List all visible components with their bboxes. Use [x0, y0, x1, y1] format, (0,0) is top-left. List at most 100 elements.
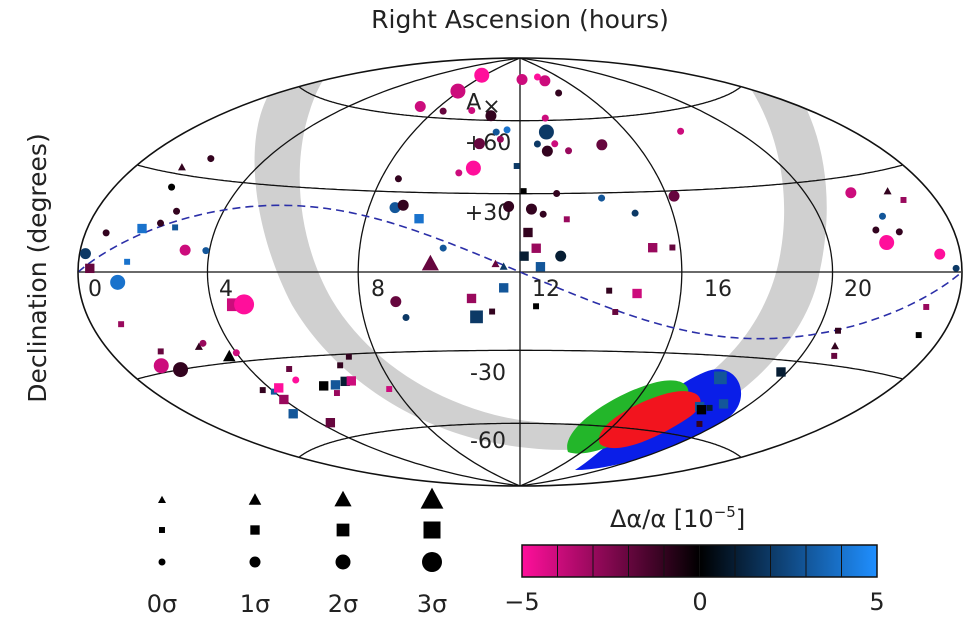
data-point-square [776, 367, 786, 377]
data-point-circle [503, 126, 511, 134]
data-point-triangle [421, 254, 439, 271]
data-point-square [414, 214, 424, 224]
data-point-square [718, 399, 729, 409]
data-point-square [900, 197, 907, 203]
ecliptic-line [78, 204, 962, 340]
legend-square-3 [423, 521, 441, 539]
data-point-square [124, 258, 131, 265]
data-point-circle [845, 187, 857, 199]
data-point-square [563, 216, 570, 223]
data-point-square [831, 352, 838, 359]
data-point-circle [878, 212, 886, 220]
data-point-circle [879, 235, 895, 251]
legend-circle-2 [335, 554, 351, 570]
data-point-circle [503, 200, 515, 212]
legend-sigma-label: 0σ [147, 590, 177, 618]
data-point-circle [533, 73, 541, 81]
data-point-square [274, 383, 284, 393]
data-point-square [85, 263, 95, 274]
colorbar: Δα/α [10−5] −5 0 5 [504, 503, 884, 616]
data-point-circle [202, 247, 210, 255]
dec-tick-label: -30 [470, 361, 506, 386]
data-point-circle [455, 169, 463, 177]
data-point-circle [157, 219, 165, 227]
data-point-circle [555, 89, 563, 97]
data-point-circle [952, 264, 960, 272]
data-point-square [337, 362, 344, 369]
legend-circle-1 [249, 556, 261, 568]
data-point-triangle [491, 259, 500, 268]
data-point-triangle [194, 342, 203, 350]
ra-gridline [519, 58, 683, 486]
legend-sigma-label: 1σ [240, 590, 270, 618]
data-point-circle [598, 194, 606, 202]
data-point-square [470, 310, 483, 324]
data-point-square [513, 163, 520, 169]
legend-triangle-2 [334, 490, 352, 507]
data-point-square [172, 224, 179, 231]
dec-tick-label: -60 [470, 429, 506, 454]
data-point-circle [102, 229, 110, 237]
data-point-circle [292, 376, 300, 384]
data-point-square [612, 309, 619, 315]
coordinate-grid [79, 58, 961, 486]
data-point-square [118, 321, 125, 328]
colorbar-tick-zero: 0 [692, 588, 707, 616]
confidence-regions [567, 369, 742, 470]
data-point-square [330, 380, 341, 390]
data-point-circle [496, 135, 504, 143]
data-point-circle [872, 226, 880, 234]
ra-tick-label: 0 [88, 277, 102, 302]
legend-sigma-label: 3σ [417, 590, 447, 618]
data-points [79, 67, 960, 428]
data-point-square [533, 303, 540, 310]
data-point-square [535, 262, 546, 272]
data-point-square [340, 376, 350, 387]
data-point-circle [539, 210, 547, 218]
data-point-square [632, 288, 642, 299]
data-point-circle [173, 207, 181, 215]
data-point-circle [533, 140, 541, 148]
data-point-square [669, 244, 676, 251]
ra-tick-label: 8 [371, 277, 385, 302]
data-point-square [386, 386, 393, 393]
tick-labels: 0 4 8 12 16 20+60+30-30-60 [88, 131, 872, 454]
data-point-square [270, 388, 277, 395]
ra-gridline [357, 58, 521, 486]
data-point-circle [450, 83, 466, 99]
data-point-circle [525, 203, 537, 215]
data-point-square [466, 293, 477, 304]
data-point-square [137, 223, 147, 234]
colorbar-tick-max: 5 [869, 588, 884, 616]
data-point-circle [551, 140, 559, 148]
data-point-square [279, 394, 289, 405]
data-point-circle [232, 349, 240, 357]
data-point-circle [207, 155, 215, 163]
ra-tick-label: 16 [704, 277, 732, 302]
data-point-circle [473, 138, 485, 150]
data-point-circle [153, 358, 169, 374]
legend-sigma-label: 2σ [328, 590, 358, 618]
data-point-circle [538, 124, 554, 140]
data-point-circle [414, 101, 426, 113]
colorbar-label: Δα/α [10−5] [610, 503, 745, 533]
data-point-circle [394, 175, 402, 183]
data-point-circle [474, 67, 490, 83]
data-point-square [319, 381, 329, 391]
data-point-square [157, 348, 164, 355]
dec-tick-label: +60 [465, 131, 511, 156]
ra-gridline [206, 58, 521, 486]
data-point-circle [402, 314, 410, 322]
sky-outline [77, 57, 963, 487]
legend-triangle-1 [248, 493, 262, 505]
data-point-square [489, 308, 496, 315]
legend-square-2 [336, 523, 350, 537]
data-point-circle [465, 160, 481, 176]
confidence-region-inner [598, 391, 701, 449]
data-point-square [706, 404, 713, 411]
data-point-circle [492, 128, 500, 136]
data-point-circle [895, 228, 903, 236]
legend-square-1 [250, 525, 260, 535]
data-point-square [346, 376, 356, 386]
